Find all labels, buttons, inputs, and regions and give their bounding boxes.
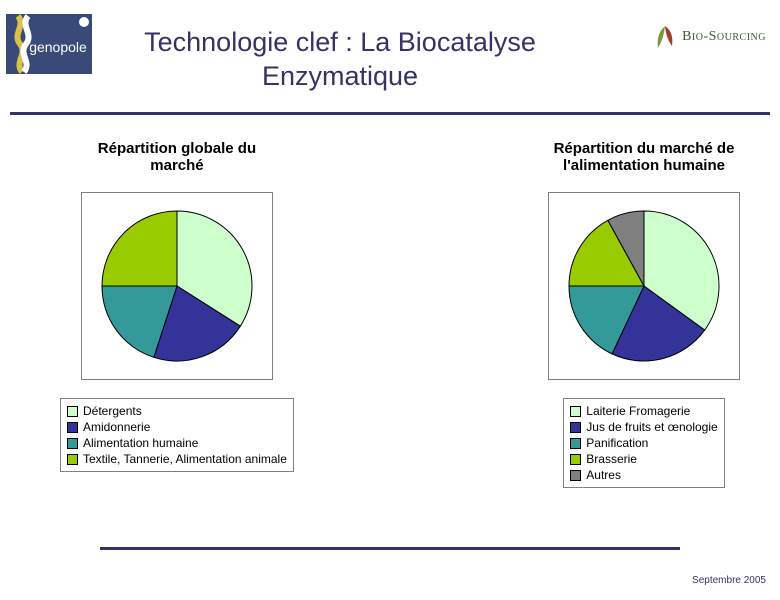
biosourcing-logo: Bio-Sourcing [654,24,766,50]
legend-label: Alimentation humaine [83,436,198,450]
legend-label: Amidonnerie [83,420,150,434]
legend-swatch [570,422,581,433]
right-chart-frame [548,192,740,380]
left-chart-frame [81,192,273,380]
right-legend: Laiterie Fromagerie Jus de fruits et œnol… [563,398,724,488]
legend-item: Alimentation humaine [67,435,287,451]
left-chart-title: Répartition globale du marché [98,140,256,174]
legend-label: Laiterie Fromagerie [586,404,690,418]
legend-item: Textile, Tannerie, Alimentation animale [67,451,287,467]
left-pie-chart [92,201,262,371]
legend-swatch [67,406,78,417]
charts-area: Répartition globale du marché Détergents… [60,140,740,488]
legend-item: Laiterie Fromagerie [570,403,717,419]
legend-label: Brasserie [586,452,637,466]
right-chart-title: Répartition du marché de l'alimentation … [554,140,735,174]
legend-swatch [570,470,581,481]
legend-item: Jus de fruits et œnologie [570,419,717,435]
svg-text:genopole: genopole [29,39,87,55]
legend-item: Détergents [67,403,287,419]
right-pie-chart [559,201,729,371]
legend-swatch [570,454,581,465]
right-panel: Répartition du marché de l'alimentation … [548,140,740,488]
footer-divider [100,547,680,550]
legend-swatch [570,438,581,449]
legend-label: Panification [586,436,648,450]
header: genopole Bio-Sourcing Technologie clef :… [0,0,780,118]
footer-date: Septembre 2005 [692,575,766,586]
legend-swatch [570,406,581,417]
legend-label: Autres [586,468,621,482]
legend-label: Jus de fruits et œnologie [586,420,717,434]
leaf-icon [654,24,676,50]
page-title: Technologie clef : La Biocatalyse Enzyma… [100,26,580,94]
legend-item: Panification [570,435,717,451]
legend-swatch [67,438,78,449]
left-legend: Détergents Amidonnerie Alimentation humain… [60,398,294,472]
header-divider [10,112,770,115]
legend-item: Amidonnerie [67,419,287,435]
pie-slice [102,211,177,286]
genopole-logo: genopole [6,14,92,74]
legend-label: Textile, Tannerie, Alimentation animale [83,452,287,466]
biosourcing-label: Bio-Sourcing [682,29,766,45]
legend-item: Autres [570,467,717,483]
legend-swatch [67,422,78,433]
legend-item: Brasserie [570,451,717,467]
left-panel: Répartition globale du marché Détergents… [60,140,294,488]
legend-label: Détergents [83,404,142,418]
legend-swatch [67,454,78,465]
